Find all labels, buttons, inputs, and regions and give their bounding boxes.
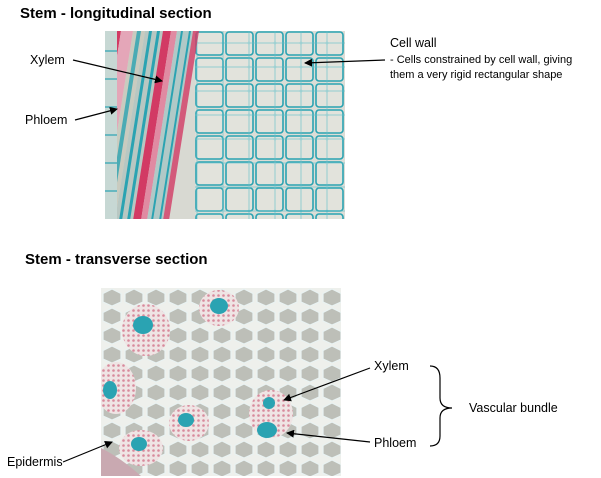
cell-wall-note: - Cells constrained by cell wall, giving… [390,53,572,83]
cell-wall-note-line-2: them a very rigid rectangular shape [390,69,563,81]
label-epidermis: Epidermis [7,455,63,469]
label-cell-wall: Cell wall [390,36,437,50]
transverse-micrograph [101,288,341,476]
arrow-xylem-transverse [283,367,371,402]
label-vascular-bundle: Vascular bundle [469,401,558,415]
label-phloem-longitudinal: Phloem [25,113,68,127]
label-xylem-longitudinal: Xylem [30,53,65,67]
arrow-xylem-longitudinal [72,59,163,84]
longitudinal-heading: Stem - longitudinal section [20,5,212,22]
arrow-phloem-transverse [286,429,371,443]
vascular-bundle-bracket [429,365,453,447]
cell-wall-note-line-1: - Cells constrained by cell wall, giving [390,54,573,66]
arrow-phloem-longitudinal [74,106,118,121]
transverse-heading: Stem - transverse section [25,251,208,268]
label-xylem-transverse: Xylem [374,359,409,373]
arrow-cell-wall [304,58,386,67]
label-phloem-transverse: Phloem [374,436,417,450]
arrow-epidermis [62,440,113,463]
